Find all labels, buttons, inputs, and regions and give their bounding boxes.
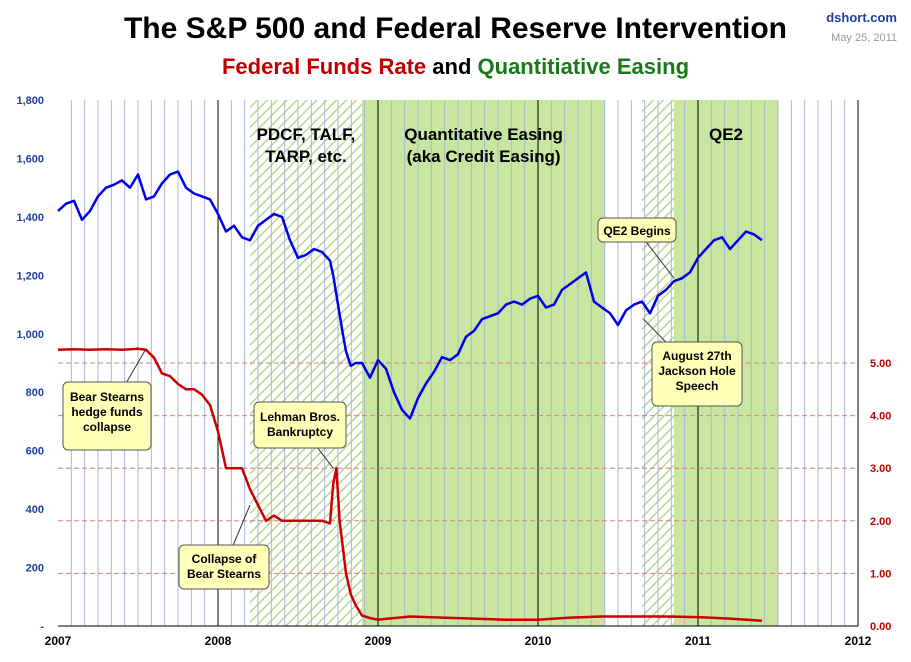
x-tick-label: 2008: [205, 634, 232, 648]
callout-text: Bear Stearns hedge funds collapse: [70, 390, 144, 434]
callout-box: [597, 217, 677, 243]
y-right-tick-label: 2.00: [870, 516, 891, 528]
callout-box: [651, 341, 743, 407]
y-right-tick-label: 3.00: [870, 463, 891, 475]
x-tick-label: 2007: [45, 634, 72, 648]
x-tick-label: 2009: [365, 634, 392, 648]
y-left-tick-label: 1,400: [16, 212, 44, 224]
sp500-line: [57, 170, 763, 420]
y-left-tick-label: 1,800: [16, 95, 44, 107]
subtitle-and: and: [432, 54, 472, 79]
chart-title: The S&P 500 and Federal Reserve Interven…: [123, 12, 788, 45]
date-label: May 25, 2011: [831, 32, 897, 44]
y-left-tick-label: -: [40, 621, 44, 633]
y-right-tick-label: 4.00: [870, 411, 891, 423]
callout-text: Lehman Bros. Bankruptcy: [260, 410, 340, 439]
shaded-period-label: PDCF, TALF, TARP, etc.: [257, 125, 356, 166]
y-left-tick-label: 800: [26, 387, 44, 399]
callout-box: [253, 401, 347, 449]
y-right-tick-label: 1.00: [870, 568, 891, 580]
subtitle-qe: Quantitiative Easing: [477, 54, 690, 79]
y-left-tick-label: 1,000: [16, 329, 44, 341]
y-left-tick-label: 400: [26, 504, 44, 516]
y-left-tick-label: 1,600: [16, 153, 44, 165]
chart-subtitle: Federal Funds Rate and Quantitiative Eas…: [0, 54, 911, 80]
subtitle-fed-funds: Federal Funds Rate: [221, 54, 427, 79]
callout-box: [62, 381, 152, 451]
callout-text: Collapse of Bear Stearns: [187, 552, 261, 581]
x-tick-label: 2012: [845, 634, 872, 648]
y-left-tick-label: 600: [26, 446, 44, 458]
fed-funds-line: [57, 347, 763, 622]
callout-text: QE2 Begins: [603, 224, 671, 238]
shaded-period-label: QE2: [709, 125, 743, 144]
source-label: dshort.com: [826, 10, 897, 25]
x-tick-label: 2011: [685, 634, 711, 648]
y-right-tick-label: 0.00: [870, 621, 891, 633]
shaded-period-label: Quantitative Easing (aka Credit Easing): [404, 125, 563, 166]
callout-text: August 27th Jackson Hole Speech: [658, 349, 736, 393]
y-right-tick-label: 5.00: [870, 358, 891, 370]
callout-box: [178, 544, 270, 590]
x-tick-label: 2010: [525, 634, 552, 648]
y-left-tick-label: 1,200: [16, 270, 44, 282]
y-left-tick-label: 200: [26, 563, 44, 575]
